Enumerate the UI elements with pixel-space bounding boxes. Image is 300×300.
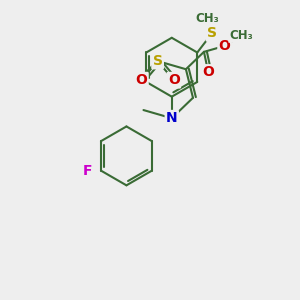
Text: O: O	[202, 65, 214, 80]
Text: O: O	[136, 73, 147, 87]
Text: O: O	[168, 73, 180, 87]
Text: S: S	[207, 26, 217, 40]
Text: N: N	[166, 111, 178, 125]
Text: CH₃: CH₃	[229, 29, 253, 42]
Text: CH₃: CH₃	[196, 12, 219, 25]
Text: F: F	[83, 164, 92, 178]
Text: S: S	[153, 54, 163, 68]
Text: O: O	[219, 39, 230, 53]
